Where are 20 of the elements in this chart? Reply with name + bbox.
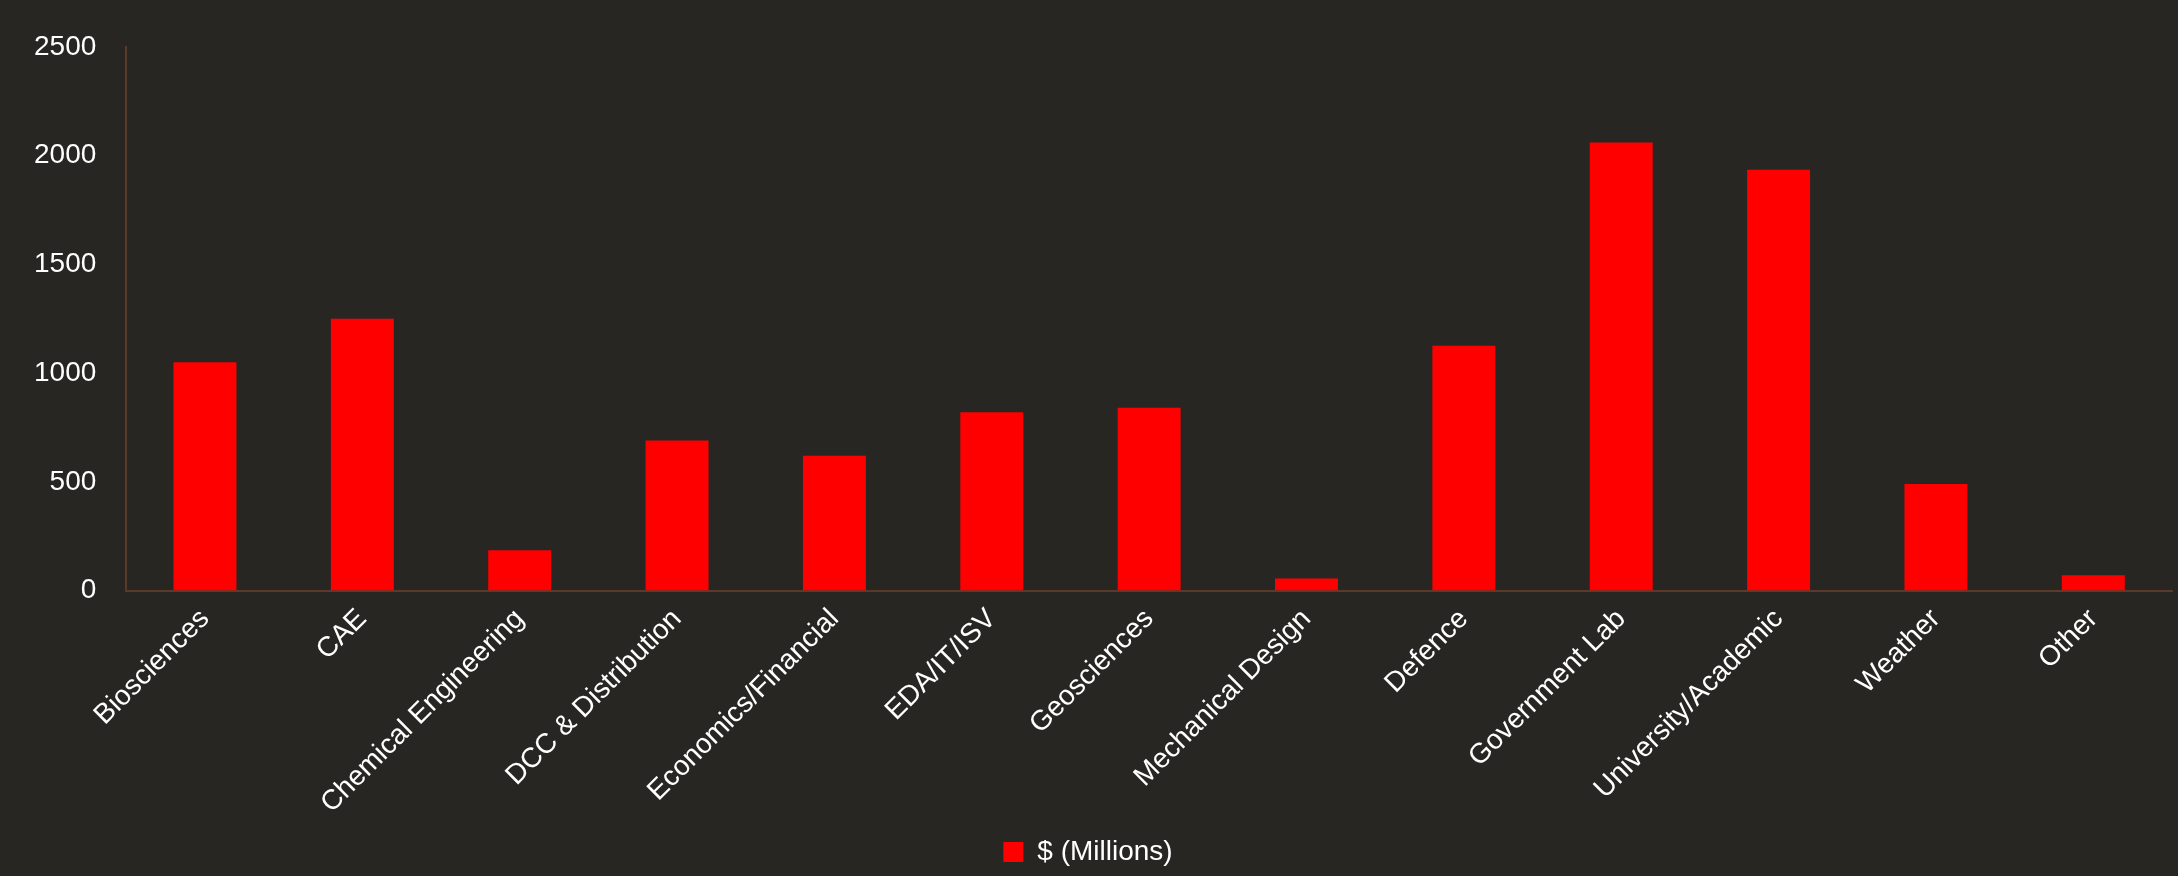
bar bbox=[488, 550, 552, 591]
bar bbox=[802, 455, 866, 591]
bar bbox=[960, 412, 1024, 591]
y-tick-label: 1000 bbox=[33, 355, 97, 387]
bar bbox=[1904, 483, 1968, 591]
bar bbox=[1432, 345, 1496, 591]
y-tick-label: 0 bbox=[80, 573, 97, 605]
y-tick-label: 1500 bbox=[33, 247, 97, 279]
y-tick-label: 2000 bbox=[33, 138, 97, 170]
bar bbox=[330, 318, 394, 591]
bar bbox=[2061, 575, 2125, 591]
bar bbox=[1117, 407, 1181, 591]
bar bbox=[1747, 169, 1811, 591]
legend-label: $ (Millions) bbox=[1037, 834, 1173, 866]
bar bbox=[173, 362, 237, 591]
y-tick-label: 500 bbox=[49, 464, 97, 496]
bar bbox=[1275, 578, 1338, 591]
bar bbox=[645, 440, 709, 591]
y-tick-label: 2500 bbox=[33, 29, 97, 61]
bar bbox=[1589, 142, 1653, 591]
